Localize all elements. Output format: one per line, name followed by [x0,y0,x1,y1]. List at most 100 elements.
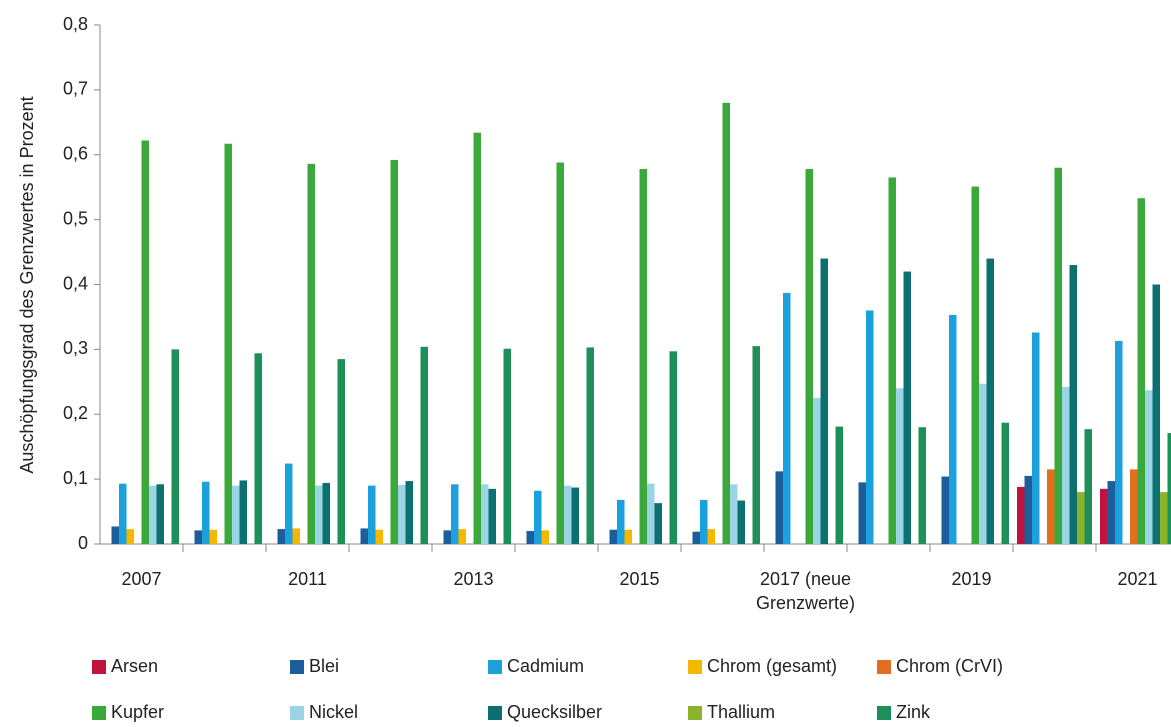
legend-label: Quecksilber [507,702,602,722]
bar [813,398,821,544]
legend-swatch [488,706,502,720]
y-tick-label: 0,8 [63,14,88,34]
bar [700,499,708,544]
bar [639,169,647,544]
bar [315,485,323,544]
bar [564,485,572,544]
bar [835,426,843,544]
bar [126,529,134,544]
bar [669,351,677,544]
bar [149,485,157,544]
y-tick-label: 0,7 [63,79,88,99]
legend-label: Nickel [309,702,358,722]
bar [232,485,240,544]
x-tick-label: 2017 (neue Grenzwerte) [755,569,856,613]
bar [1145,390,1153,544]
legend-label: Thallium [707,702,775,722]
bar [949,314,957,544]
bar [971,186,979,544]
bar [737,500,745,544]
bar [141,140,149,545]
bar [1047,469,1055,544]
bar [285,463,293,544]
bar [941,476,949,544]
bar [1084,429,1092,544]
bar [420,346,428,544]
legend-label: Cadmium [507,656,584,676]
bar [624,529,632,544]
bar [979,383,987,544]
x-tick-label: 2013 [453,569,494,589]
bar [1077,492,1085,544]
bar [209,529,217,544]
bar [1069,265,1077,544]
bar [986,258,994,544]
legend-swatch [688,706,702,720]
bar [111,526,119,544]
bar [654,503,662,544]
bar [707,529,715,544]
legend-swatch [290,706,304,720]
bar [820,258,828,544]
legend-label: Chrom (CrVI) [896,656,1003,676]
x-tick-label: 2019 [951,569,992,589]
bar [1100,488,1108,544]
bar [488,488,496,544]
y-tick-label: 0,4 [63,273,88,293]
bar [254,353,262,544]
bar [292,528,300,544]
bar [156,484,164,544]
bar [586,347,594,544]
x-tick-label: 2007 [121,569,162,589]
bar [239,480,247,544]
bar [918,427,926,544]
bar [1130,469,1138,544]
bar [1167,433,1171,544]
bar [503,348,511,544]
bar [337,359,345,544]
bar [1107,481,1115,544]
legend-label: Arsen [111,656,158,676]
y-tick-label: 0,1 [63,468,88,488]
bar [390,159,398,544]
bar [1152,284,1160,544]
bar [752,346,760,544]
legend-swatch [877,660,891,674]
bar [617,499,625,544]
bar [730,484,738,544]
legend-swatch [877,706,891,720]
legend-swatch [92,660,106,674]
legend-label: Zink [896,702,931,722]
x-tick-label: 2021 [1117,569,1158,589]
legend-label: Kupfer [111,702,164,722]
bar [119,483,127,544]
bar [805,169,813,544]
bar [368,485,376,544]
bar [541,530,549,544]
y-tick-label: 0,5 [63,208,88,228]
bar [224,143,232,544]
bar [473,132,481,544]
bar [783,292,791,544]
bar [277,529,285,544]
bar [866,310,874,544]
legend-label: Blei [309,656,339,676]
y-axis-label: Auschöpfungsgrad des Grenzwertes in Proz… [17,96,37,473]
bar [1017,486,1025,544]
legend-swatch [688,660,702,674]
bar [1024,475,1032,544]
bar [775,471,783,544]
bar [481,484,489,544]
legend-swatch [290,660,304,674]
bar [458,529,466,544]
bar [722,102,730,544]
bar [1062,387,1070,544]
bar [903,271,911,544]
bar [1032,332,1040,544]
bar [1160,492,1168,544]
y-tick-label: 0 [78,533,88,553]
y-tick-label: 0,2 [63,403,88,423]
bar [556,162,564,544]
